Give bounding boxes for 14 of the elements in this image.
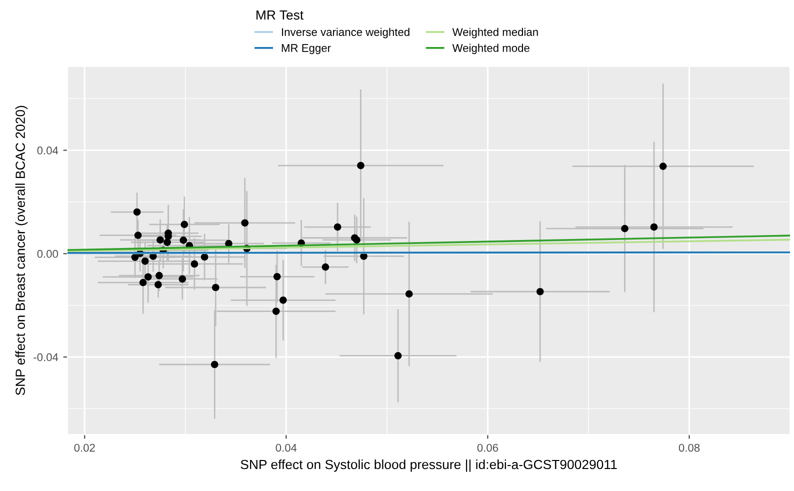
legend-label: Weighted median: [452, 28, 538, 38]
legend-label: Inverse variance weighted: [282, 28, 410, 38]
x-tick-label: 0.02: [74, 444, 95, 452]
y-axis-title: SNP effect on Breast cancer (overall BCAC 2020): [15, 106, 28, 396]
x-tick-label: 0.08: [678, 444, 700, 452]
y-tick-label: 0.00: [37, 250, 58, 258]
legend-title: MR Test: [256, 10, 304, 20]
x-tick-label: 0.06: [477, 444, 498, 452]
y-tick-label: 0.04: [37, 146, 58, 154]
legend-label: Weighted mode: [452, 44, 530, 54]
legend-label: MR Egger: [282, 44, 331, 54]
x-tick-label: 0.04: [276, 444, 297, 452]
y-tick-label: -0.04: [34, 353, 58, 362]
x-axis-title: SNP effect on Systolic blood pressure || id:ebi-a-GCST90029011: [240, 459, 617, 472]
